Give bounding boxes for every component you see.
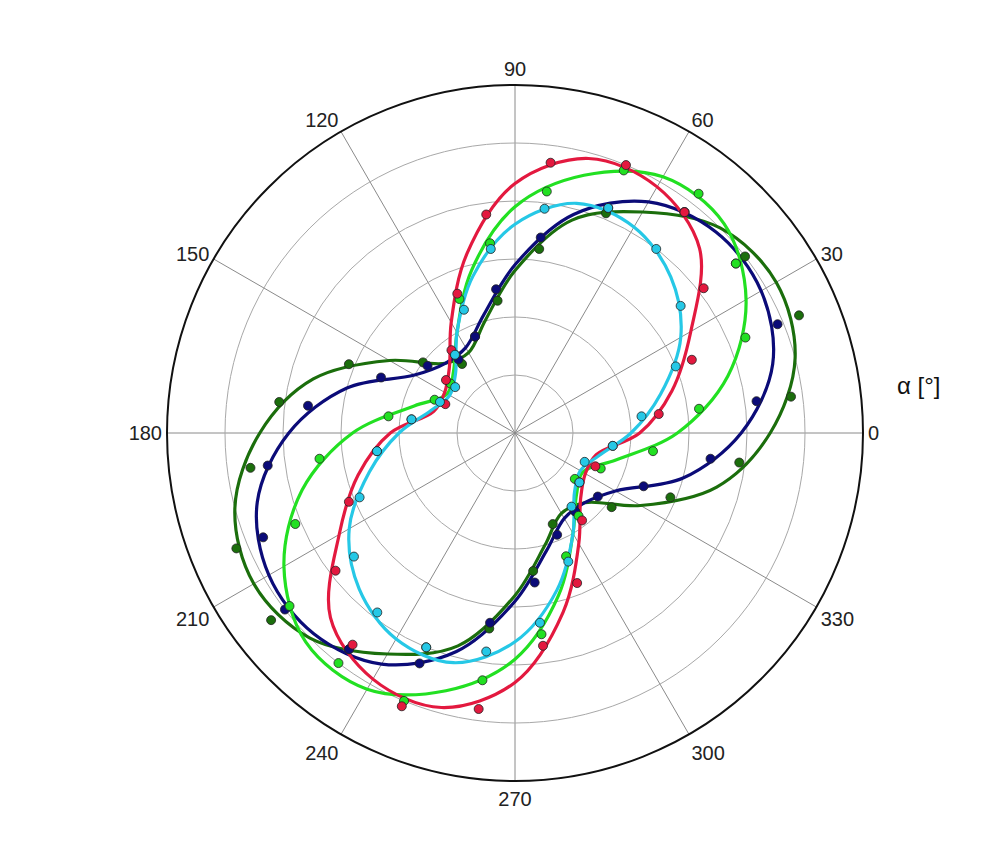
svg-text:120: 120 [305,109,338,131]
svg-text:270: 270 [498,788,531,810]
svg-text:0: 0 [868,422,879,444]
svg-text:α [°]: α [°] [897,372,940,399]
svg-text:30: 30 [821,243,843,265]
svg-text:90: 90 [504,58,526,80]
svg-text:180: 180 [129,422,162,444]
svg-text:240: 240 [305,742,338,764]
svg-text:330: 330 [821,608,854,630]
svg-text:300: 300 [692,742,725,764]
svg-text:150: 150 [176,243,209,265]
svg-text:60: 60 [692,109,714,131]
svg-text:210: 210 [176,608,209,630]
